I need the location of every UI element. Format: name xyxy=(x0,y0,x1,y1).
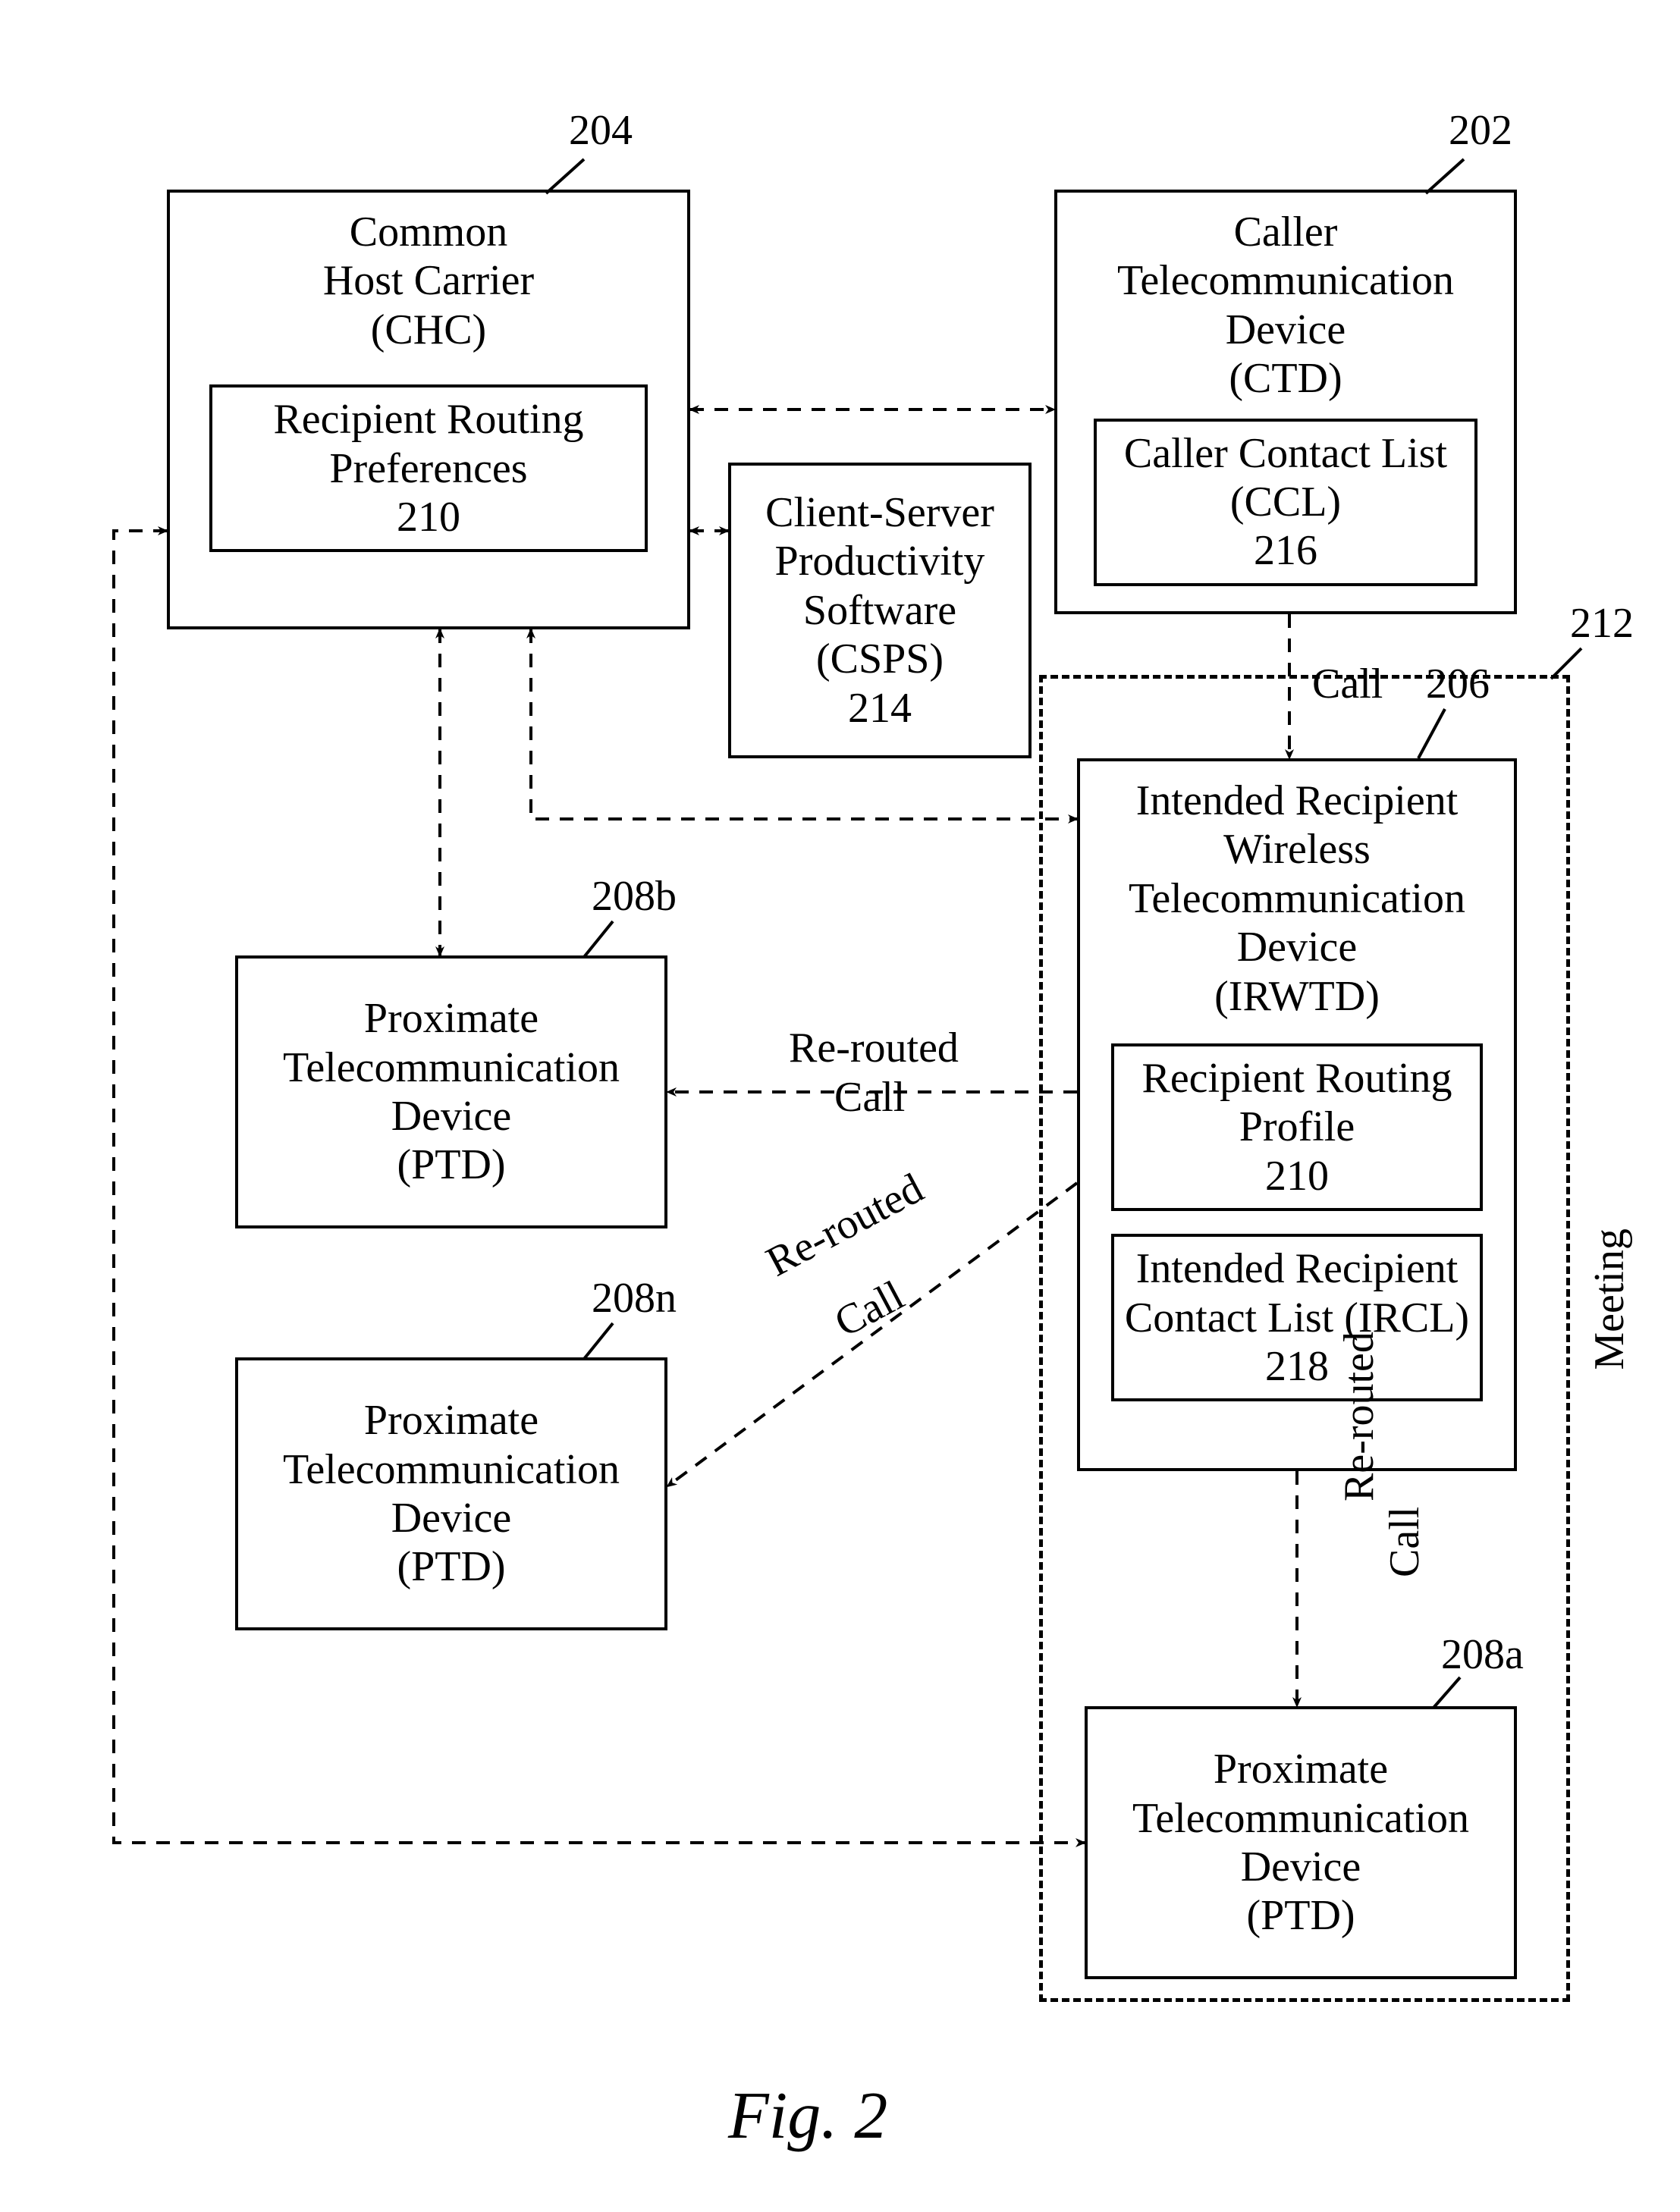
ptdn-l1: Proximate xyxy=(364,1396,539,1445)
ref-208b: 208b xyxy=(592,872,677,921)
csps-ref: 214 xyxy=(848,684,912,733)
irwtd-l1: Intended Recipient xyxy=(1136,777,1459,825)
irwtd-l3: Telecommunication xyxy=(1129,874,1465,923)
rerouted-a-l2: Call xyxy=(1380,1507,1429,1577)
irwtd-box: Intended Recipient Wireless Telecommunic… xyxy=(1077,758,1517,1471)
chc-line2: Host Carrier xyxy=(323,256,534,305)
ccl-inner: Caller Contact List (CCL) 216 xyxy=(1094,419,1477,586)
csps-l4: (CSPS) xyxy=(816,635,944,683)
ptd-b-box: Proximate Telecommunication Device (PTD) xyxy=(235,955,667,1228)
ctd-l4: (CTD) xyxy=(1229,354,1342,403)
ptdb-l3: Device xyxy=(391,1092,512,1141)
ref-204: 204 xyxy=(569,106,633,155)
call-label: Call xyxy=(1312,660,1383,708)
irwtd-l5: (IRWTD) xyxy=(1214,972,1380,1021)
rrp-l2: Profile xyxy=(1122,1103,1471,1151)
diagram-canvas: Meeting Common Host Carrier (CHC) Recipi… xyxy=(0,0,1680,2212)
chc-inner-rrp: Recipient Routing Preferences 210 xyxy=(209,384,648,552)
chc-box: Common Host Carrier (CHC) Recipient Rout… xyxy=(167,190,690,629)
ircl-ref: 218 xyxy=(1122,1342,1471,1391)
chc-line1: Common xyxy=(350,208,507,256)
ptdn-l4: (PTD) xyxy=(397,1542,505,1591)
ref-212: 212 xyxy=(1570,599,1634,648)
ctd-l2: Telecommunication xyxy=(1117,256,1454,305)
ptd-a-box: Proximate Telecommunication Device (PTD) xyxy=(1085,1706,1517,1979)
ctd-box: Caller Telecommunication Device (CTD) Ca… xyxy=(1054,190,1517,614)
ptdb-l1: Proximate xyxy=(364,994,539,1043)
rerouted-a-l1: Re-routed xyxy=(1335,1332,1383,1501)
ircl-inner: Intended Recipient Contact List (IRCL) 2… xyxy=(1111,1234,1482,1401)
ptd-n-box: Proximate Telecommunication Device (PTD) xyxy=(235,1357,667,1630)
rrp-l1: Recipient Routing xyxy=(1122,1054,1471,1103)
ref-202: 202 xyxy=(1449,106,1512,155)
csps-l1: Client-Server xyxy=(765,488,994,537)
rrp-ref: 210 xyxy=(1122,1152,1471,1200)
figure-caption: Fig. 2 xyxy=(728,2078,887,2154)
ptdb-l4: (PTD) xyxy=(397,1141,505,1189)
ref-206: 206 xyxy=(1426,660,1490,708)
ircl-l1: Intended Recipient xyxy=(1122,1244,1471,1293)
ctd-l1: Caller xyxy=(1234,208,1338,256)
csps-l3: Software xyxy=(803,586,956,635)
ptda-l4: (PTD) xyxy=(1246,1891,1355,1940)
chc-inner-l2: Preferences xyxy=(220,444,637,493)
ptdb-l2: Telecommunication xyxy=(283,1043,620,1092)
rerouted-b-l1: Re-routed xyxy=(789,1024,959,1072)
chc-inner-l1: Recipient Routing xyxy=(220,395,637,444)
ctd-l3: Device xyxy=(1226,306,1346,354)
ircl-l2: Contact List (IRCL) xyxy=(1122,1294,1471,1342)
ccl-l1: Caller Contact List xyxy=(1104,429,1467,478)
irwtd-l2: Wireless xyxy=(1223,825,1371,874)
ptda-l3: Device xyxy=(1241,1843,1361,1891)
meeting-label: Meeting xyxy=(1585,1228,1634,1370)
ptdn-l2: Telecommunication xyxy=(283,1445,620,1494)
chc-inner-ref: 210 xyxy=(220,493,637,541)
rerouted-n-l2: Call xyxy=(827,1271,912,1347)
ref-208a: 208a xyxy=(1441,1630,1524,1679)
ptdn-l3: Device xyxy=(391,1494,512,1542)
rerouted-b-l2: Call xyxy=(834,1073,905,1122)
ptda-l2: Telecommunication xyxy=(1132,1794,1469,1843)
csps-l2: Productivity xyxy=(775,537,985,585)
ccl-l2: (CCL) xyxy=(1104,478,1467,526)
ccl-ref: 216 xyxy=(1104,526,1467,575)
irwtd-l4: Device xyxy=(1237,923,1358,971)
csps-box: Client-Server Productivity Software (CSP… xyxy=(728,463,1032,758)
ref-208n: 208n xyxy=(592,1274,677,1322)
rerouted-n-l1: Re-routed xyxy=(758,1164,931,1287)
ptda-l1: Proximate xyxy=(1214,1745,1388,1793)
chc-line3: (CHC) xyxy=(371,306,486,354)
rrp-inner: Recipient Routing Profile 210 xyxy=(1111,1043,1482,1211)
